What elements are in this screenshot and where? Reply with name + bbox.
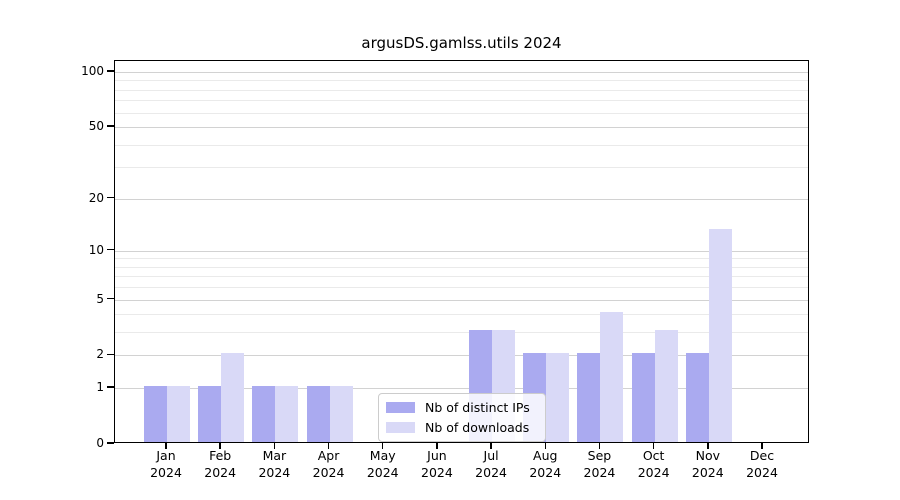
y-gridline-minor [115, 167, 808, 169]
legend-swatch-distinct-ips [386, 402, 415, 413]
y-gridline-minor [115, 276, 808, 278]
bar-distinct-ips [144, 386, 167, 442]
y-gridline-major [115, 388, 808, 390]
legend-row-distinct-ips: Nb of distinct IPs [386, 400, 537, 415]
y-gridline-minor [115, 144, 808, 146]
y-tick-label: 2 [96, 347, 104, 362]
x-tick-label: May 2024 [366, 448, 399, 480]
x-tick-label: Oct 2024 [637, 448, 670, 480]
y-gridline-minor [115, 266, 808, 268]
y-tick-mark [107, 386, 114, 388]
y-tick-mark [107, 353, 114, 356]
y-gridline-minor [115, 258, 808, 260]
legend: Nb of distinct IPs Nb of downloads [378, 393, 546, 442]
legend-swatch-downloads [386, 422, 415, 433]
x-tick-mark [165, 443, 167, 449]
y-gridline-minor [115, 89, 808, 91]
bar-downloads [546, 353, 570, 442]
x-tick-label: Mar 2024 [258, 448, 291, 480]
bar-distinct-ips [198, 386, 222, 442]
bar-downloads [329, 386, 353, 442]
x-tick-mark [219, 443, 221, 449]
bar-distinct-ips [685, 353, 709, 442]
bar-downloads [708, 229, 732, 442]
x-tick-mark [652, 443, 655, 449]
x-tick-mark [327, 443, 330, 449]
x-tick-mark [544, 443, 546, 449]
y-gridline-major [115, 72, 808, 73]
x-tick-label: Aug 2024 [529, 448, 562, 480]
y-gridline-major [115, 127, 808, 129]
x-tick-mark [436, 443, 438, 449]
x-tick-label: Jul 2024 [475, 448, 507, 480]
bar-distinct-ips [577, 353, 601, 442]
y-tick-mark [107, 249, 114, 251]
x-tick-label: Nov 2024 [691, 448, 724, 480]
y-tick-label: 0 [96, 436, 104, 450]
y-tick-mark [107, 297, 114, 300]
legend-row-downloads: Nb of downloads [386, 420, 537, 435]
x-tick-label: Jan 2024 [150, 448, 182, 480]
x-tick-label: Feb 2024 [204, 448, 237, 480]
x-tick-mark [490, 443, 492, 449]
y-gridline-minor [115, 332, 808, 334]
y-tick-label: 1 [96, 380, 104, 395]
y-tick-mark [107, 70, 114, 72]
x-tick-label: Jun 2024 [421, 448, 453, 480]
y-tick-mark [107, 442, 114, 444]
y-tick-mark [107, 125, 114, 127]
y-tick-mark [107, 196, 114, 199]
y-tick-label: 5 [96, 291, 104, 306]
x-tick-mark [761, 443, 763, 449]
chart-title: argusDS.gamlss.utils 2024 [361, 34, 562, 52]
bar-downloads [221, 353, 245, 442]
plot-area: Nb of distinct IPs Nb of downloads [114, 60, 809, 443]
y-tick-label: 100 [81, 64, 104, 78]
y-tick-label: 20 [88, 190, 104, 205]
y-gridline-minor [115, 80, 808, 82]
x-tick-label: Sep 2024 [583, 448, 616, 480]
x-tick-label: Dec 2024 [746, 448, 778, 480]
bar-distinct-ips [631, 353, 655, 442]
y-gridline-minor [115, 100, 808, 102]
y-gridline-minor [115, 112, 808, 114]
y-tick-label: 10 [88, 242, 104, 257]
bar-distinct-ips [252, 386, 276, 442]
x-tick-label: Apr 2024 [312, 448, 345, 480]
x-tick-mark [598, 443, 601, 449]
bar-downloads [167, 386, 190, 442]
x-tick-mark [707, 443, 709, 449]
y-gridline-minor [115, 287, 808, 289]
legend-label-distinct-ips: Nb of distinct IPs [425, 400, 530, 415]
legend-label-downloads: Nb of downloads [425, 420, 530, 435]
x-tick-mark [382, 443, 384, 449]
y-gridline-major [115, 250, 808, 252]
y-gridline-major [115, 299, 808, 301]
y-gridline-major [115, 355, 808, 357]
y-gridline-minor [115, 314, 808, 316]
bar-downloads [275, 386, 299, 442]
y-tick-label: 50 [88, 119, 104, 134]
y-gridline-major [115, 198, 808, 200]
bar-downloads [600, 312, 624, 442]
bar-distinct-ips [306, 386, 330, 442]
bar-downloads [654, 330, 678, 442]
x-tick-mark [273, 443, 276, 449]
